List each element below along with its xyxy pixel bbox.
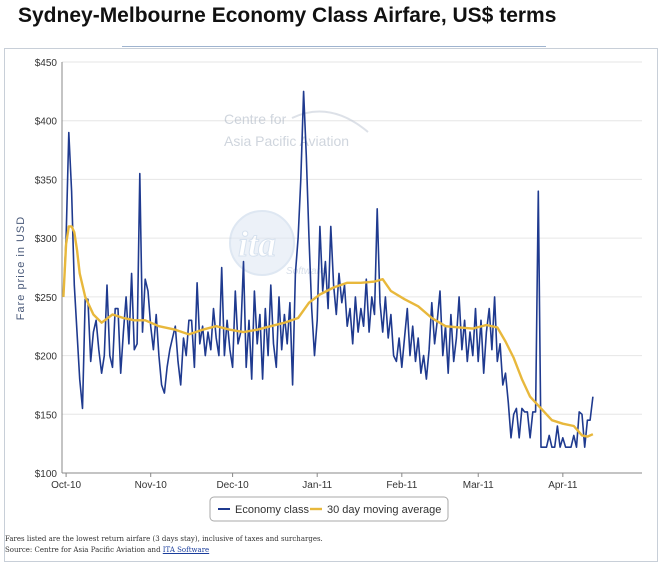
series-line-economy-class [62, 90, 594, 448]
legend-label-moving-average: 30 day moving average [327, 504, 441, 516]
y-tick-label: $200 [35, 352, 58, 363]
y-axis-ticks: $100 $150 $200 $250 $300 $350 $400 $450 [35, 58, 58, 480]
source-text: Source: Centre for Asia Pacific Aviation… [5, 546, 163, 554]
series-line-moving-average [62, 225, 594, 438]
y-tick-label: $150 [35, 410, 58, 421]
title-underline [122, 46, 546, 47]
y-tick-label: $350 [35, 175, 58, 186]
chart-panel [4, 48, 658, 562]
ita-logo-icon [229, 210, 295, 276]
watermark: Centre for Asia Pacific Aviation ita Sof… [224, 110, 369, 277]
footnote-text: Fares listed are the lowest return airfa… [5, 535, 323, 543]
y-tick-label: $400 [35, 117, 58, 128]
x-tick-label: Oct-10 [51, 480, 81, 491]
x-tick-label: Apr-11 [548, 480, 578, 491]
y-tick-label: $250 [35, 293, 58, 304]
y-tick-label: $300 [35, 234, 58, 245]
legend-box [209, 496, 449, 522]
x-tick-label: Dec-10 [216, 480, 249, 491]
y-tick-label: $100 [35, 469, 58, 480]
x-axis-ticks: Oct-10 Nov-10 Dec-10 Jan-11 Feb-11 Mar-11 Apr-… [51, 473, 578, 491]
gridlines [62, 61, 642, 415]
x-tick-label: Feb-11 [386, 480, 417, 491]
x-tick-label: Nov-10 [135, 480, 168, 491]
footnote: Fares listed are the lowest return airfa… [5, 534, 323, 556]
legend: Economy class 30 day moving average [209, 496, 449, 522]
ita-software-link[interactable]: ITA Software [162, 546, 210, 554]
x-tick-label: Jan-11 [302, 480, 332, 491]
watermark-swoosh-icon [291, 110, 369, 133]
y-tick-label: $450 [35, 58, 58, 69]
ita-logo-text: ita [238, 224, 276, 264]
legend-label-economy-class: Economy class [235, 504, 309, 516]
chart-title: Sydney-Melbourne Economy Class Airfare, … [18, 4, 557, 27]
x-tick-label: Mar-11 [463, 480, 494, 491]
ita-logo-subtext: Software [286, 266, 326, 277]
y-axis-label: Fare price in USD [15, 216, 27, 320]
watermark-line1: Centre for [224, 111, 287, 127]
footnote-source: Source: Centre for Asia Pacific Aviation… [5, 545, 323, 556]
watermark-line2: Asia Pacific Aviation [224, 133, 349, 149]
